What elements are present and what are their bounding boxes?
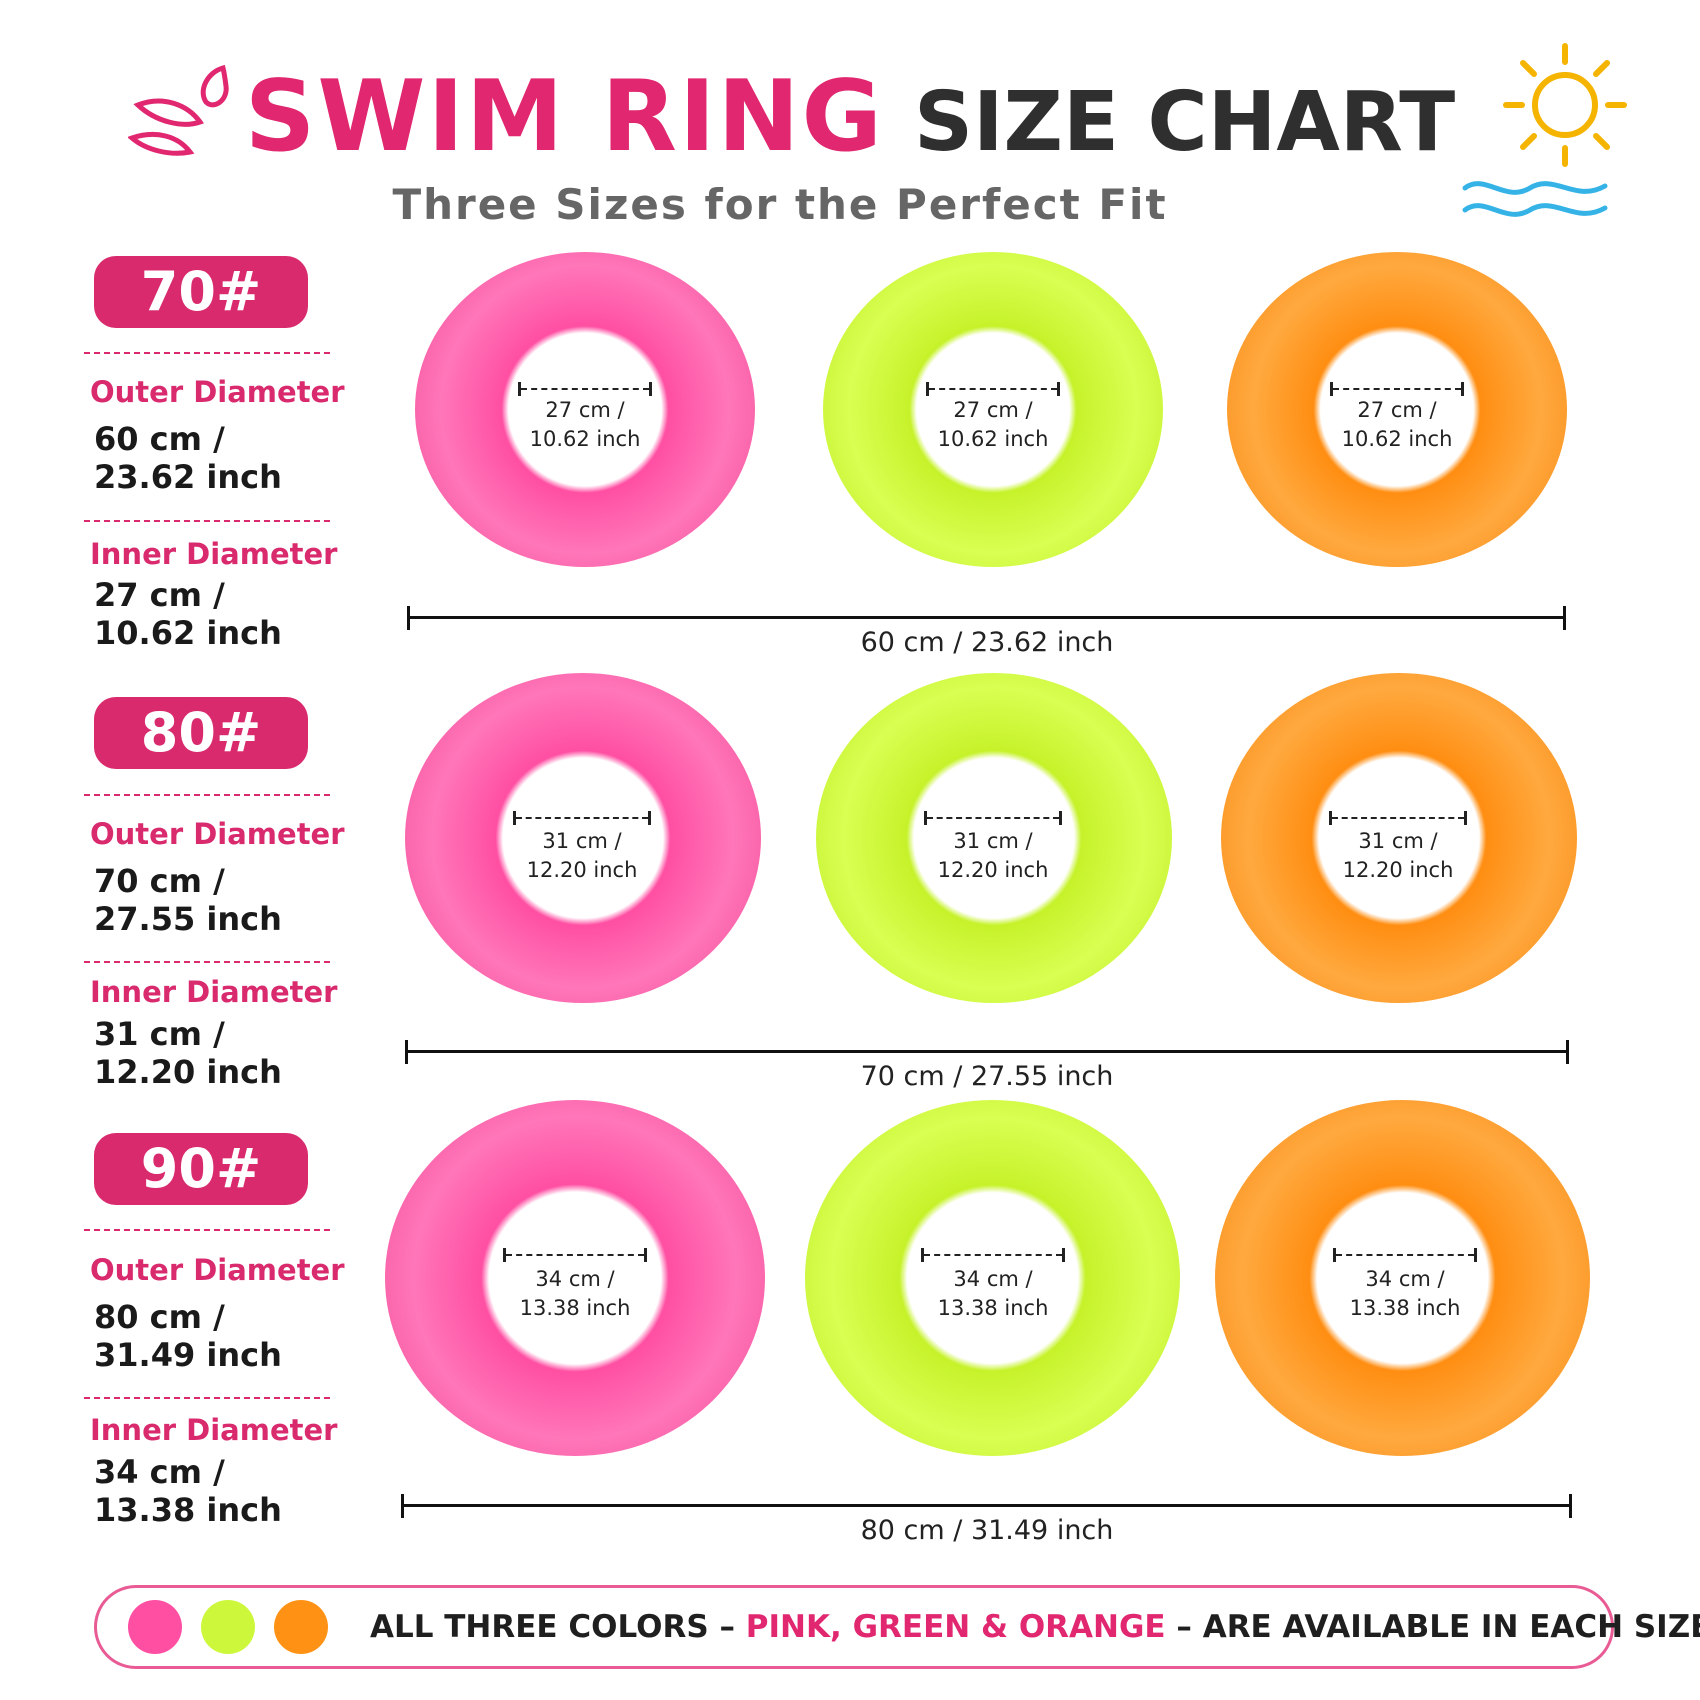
- outer-width-rule: [405, 1040, 1569, 1064]
- sun-icon: [1503, 43, 1627, 167]
- page-title: SWIM RING SIZE CHART: [0, 60, 1700, 174]
- outer-diameter-value: 80 cm /31.49 inch: [94, 1298, 282, 1374]
- orange-swim-ring: [1227, 252, 1567, 567]
- outer-width-label: 80 cm / 31.49 inch: [860, 1515, 1114, 1546]
- outer-diameter-value: 60 cm /23.62 inch: [94, 420, 282, 496]
- divider: [84, 1397, 330, 1399]
- orange-swim-ring: [1221, 673, 1577, 1003]
- outer-diameter-label: Outer Diameter: [90, 1253, 345, 1287]
- ring-inner-label: 31 cm /12.20 inch: [1342, 829, 1454, 882]
- water-splash-icon: [128, 64, 229, 156]
- ring-inner-label: 34 cm /13.38 inch: [1349, 1267, 1461, 1320]
- ring-inner-label: 27 cm /10.62 inch: [529, 398, 641, 451]
- inner-diameter-value: 34 cm /13.38 inch: [94, 1453, 282, 1529]
- green-swim-ring: [805, 1100, 1180, 1456]
- divider: [84, 961, 330, 963]
- footer-note: ALL THREE COLORS – PINK, GREEN & ORANGE …: [370, 1609, 1700, 1645]
- ring-inner-label: 34 cm /13.38 inch: [937, 1267, 1049, 1320]
- footer-color-names: PINK, GREEN & ORANGE: [745, 1609, 1166, 1645]
- outer-diameter-label: Outer Diameter: [90, 375, 345, 409]
- ring-inner-label: 27 cm /10.62 inch: [1341, 398, 1453, 451]
- orange-color-swatch: [274, 1600, 328, 1654]
- green-swim-ring: [816, 673, 1172, 1003]
- inner-diameter-rule: [921, 1248, 1065, 1262]
- pink-swim-ring: [415, 252, 755, 567]
- green-swim-ring: [823, 252, 1163, 567]
- orange-swim-ring: [1215, 1100, 1590, 1456]
- pink-swim-ring: [385, 1100, 765, 1456]
- size-badge: 90#: [94, 1133, 308, 1205]
- pink-color-swatch: [128, 1600, 182, 1654]
- divider: [84, 352, 330, 354]
- inner-diameter-rule: [1330, 382, 1464, 396]
- ring-inner-label: 27 cm /10.62 inch: [937, 398, 1049, 451]
- inner-diameter-rule: [513, 811, 651, 825]
- inner-diameter-label: Inner Diameter: [90, 1413, 338, 1447]
- inner-diameter-rule: [503, 1248, 647, 1262]
- inner-diameter-value: 27 cm /10.62 inch: [94, 576, 282, 652]
- inner-diameter-value: 31 cm /12.20 inch: [94, 1015, 282, 1091]
- ring-inner-label: 34 cm /13.38 inch: [519, 1267, 631, 1320]
- title-swim-ring: SWIM RING: [244, 60, 884, 174]
- outer-diameter-value: 70 cm /27.55 inch: [94, 862, 282, 938]
- outer-width-label: 60 cm / 23.62 inch: [860, 627, 1114, 658]
- inner-diameter-label: Inner Diameter: [90, 537, 338, 571]
- inner-diameter-label: Inner Diameter: [90, 975, 338, 1009]
- inner-diameter-rule: [518, 382, 652, 396]
- size-badge: 80#: [94, 697, 308, 769]
- divider: [84, 520, 330, 522]
- footer-banner: [94, 1585, 1614, 1669]
- outer-diameter-label: Outer Diameter: [90, 817, 345, 851]
- page-subtitle: Three Sizes for the Perfect Fit: [392, 180, 1168, 229]
- inner-diameter-rule: [1333, 1248, 1477, 1262]
- outer-width-rule: [407, 606, 1566, 630]
- ring-inner-label: 31 cm /12.20 inch: [937, 829, 1049, 882]
- title-size-chart: SIZE CHART: [913, 75, 1456, 170]
- inner-diameter-rule: [1329, 811, 1467, 825]
- outer-width-label: 70 cm / 27.55 inch: [860, 1061, 1114, 1092]
- size-badge: 70#: [94, 256, 308, 328]
- green-color-swatch: [201, 1600, 255, 1654]
- inner-diameter-rule: [924, 811, 1062, 825]
- divider: [84, 1229, 330, 1231]
- inner-diameter-rule: [926, 382, 1060, 396]
- divider: [84, 794, 330, 796]
- ring-inner-label: 31 cm /12.20 inch: [526, 829, 638, 882]
- waves-icon: [1462, 181, 1608, 217]
- pink-swim-ring: [405, 673, 761, 1003]
- outer-width-rule: [401, 1494, 1572, 1518]
